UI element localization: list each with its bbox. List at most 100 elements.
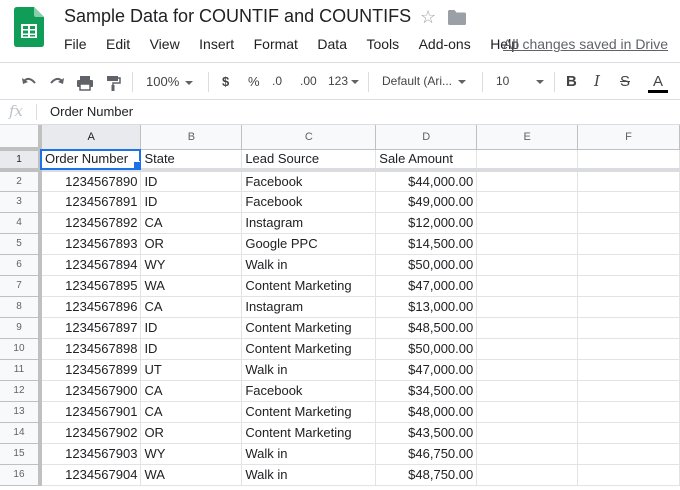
column-header-e[interactable]: E — [476, 125, 579, 150]
row-header[interactable]: 14 — [0, 422, 42, 444]
bold-button[interactable]: B — [566, 73, 577, 90]
row-header[interactable]: 3 — [0, 191, 42, 213]
row-header[interactable]: 7 — [0, 275, 42, 297]
row-header[interactable]: 10 — [0, 338, 42, 360]
state-cell[interactable]: UT — [140, 359, 243, 381]
empty-cell[interactable] — [577, 359, 680, 381]
empty-cell[interactable] — [577, 233, 680, 255]
lead-source-cell[interactable]: Walk in — [241, 443, 377, 465]
redo-icon[interactable] — [48, 63, 66, 100]
currency-button[interactable]: $ — [222, 74, 230, 89]
menu-insert[interactable]: Insert — [199, 36, 235, 52]
empty-cell[interactable] — [577, 443, 680, 465]
header-cell[interactable]: Lead Source — [241, 149, 377, 172]
sale-amount-cell[interactable]: $46,750.00 — [375, 443, 478, 465]
state-cell[interactable]: CA — [140, 212, 243, 234]
order-number-cell[interactable]: 1234567891 — [39, 191, 142, 213]
lead-source-cell[interactable]: Content Marketing — [241, 422, 377, 444]
sheets-logo-icon[interactable] — [14, 7, 44, 47]
lead-source-cell[interactable]: Content Marketing — [241, 338, 377, 360]
spreadsheet-grid[interactable]: A B C D E F 1 Order Number State Lead So… — [0, 125, 680, 490]
empty-cell[interactable] — [577, 401, 680, 423]
sale-amount-cell[interactable]: $43,500.00 — [375, 422, 478, 444]
order-number-cell[interactable]: 1234567893 — [39, 233, 142, 255]
sale-amount-cell[interactable]: $13,000.00 — [375, 296, 478, 318]
row-header[interactable]: 12 — [0, 380, 42, 402]
state-cell[interactable]: ID — [140, 191, 243, 213]
empty-cell[interactable] — [577, 212, 680, 234]
empty-cell[interactable] — [577, 464, 680, 486]
text-color-button[interactable]: A — [648, 63, 668, 100]
menu-view[interactable]: View — [149, 36, 180, 52]
decrease-decimals-button[interactable]: .0 — [272, 74, 283, 88]
column-header-d[interactable]: D — [375, 125, 478, 150]
column-header-c[interactable]: C — [241, 125, 377, 150]
lead-source-cell[interactable]: Instagram — [241, 212, 377, 234]
row-header[interactable]: 9 — [0, 317, 42, 339]
empty-cell[interactable] — [476, 233, 579, 255]
select-all-corner[interactable] — [0, 125, 42, 151]
order-number-cell[interactable]: 1234567890 — [39, 170, 142, 192]
menu-addons[interactable]: Add-ons — [418, 36, 471, 52]
undo-icon[interactable] — [20, 63, 38, 100]
empty-cell[interactable] — [476, 254, 579, 276]
lead-source-cell[interactable]: Walk in — [241, 359, 377, 381]
order-number-cell[interactable]: 1234567894 — [39, 254, 142, 276]
sale-amount-cell[interactable]: $48,000.00 — [375, 401, 478, 423]
empty-cell[interactable] — [577, 275, 680, 297]
star-icon[interactable]: ☆ — [420, 7, 437, 27]
print-icon[interactable] — [76, 63, 94, 100]
empty-cell[interactable] — [476, 359, 579, 381]
order-number-cell[interactable]: 1234567899 — [39, 359, 142, 381]
empty-cell[interactable] — [476, 212, 579, 234]
sale-amount-cell[interactable]: $48,500.00 — [375, 317, 478, 339]
empty-cell[interactable] — [476, 296, 579, 318]
empty-cell[interactable] — [476, 317, 579, 339]
row-header[interactable]: 16 — [0, 464, 42, 486]
header-cell[interactable]: Sale Amount — [375, 149, 478, 172]
folder-icon[interactable] — [448, 10, 466, 25]
empty-cell[interactable] — [476, 149, 579, 172]
lead-source-cell[interactable]: Walk in — [241, 464, 377, 486]
empty-cell[interactable] — [476, 422, 579, 444]
sale-amount-cell[interactable]: $47,000.00 — [375, 359, 478, 381]
column-header-f[interactable]: F — [577, 125, 680, 150]
paint-format-icon[interactable] — [104, 63, 122, 100]
row-header[interactable]: 4 — [0, 212, 42, 234]
sale-amount-cell[interactable]: $34,500.00 — [375, 380, 478, 402]
order-number-cell[interactable]: 1234567900 — [39, 380, 142, 402]
row-header[interactable]: 2 — [0, 170, 42, 192]
lead-source-cell[interactable]: Content Marketing — [241, 317, 377, 339]
font-family-select[interactable]: Default (Ari... — [382, 63, 467, 100]
row-header[interactable]: 13 — [0, 401, 42, 423]
empty-cell[interactable] — [476, 338, 579, 360]
percent-button[interactable]: % — [248, 74, 260, 89]
row-header[interactable]: 8 — [0, 296, 42, 318]
sale-amount-cell[interactable]: $14,500.00 — [375, 233, 478, 255]
state-cell[interactable]: CA — [140, 296, 243, 318]
order-number-cell[interactable]: 1234567896 — [39, 296, 142, 318]
empty-cell[interactable] — [577, 317, 680, 339]
order-number-cell[interactable]: 1234567892 — [39, 212, 142, 234]
empty-cell[interactable] — [476, 380, 579, 402]
lead-source-cell[interactable]: Google PPC — [241, 233, 377, 255]
formula-input[interactable]: Order Number — [50, 104, 134, 119]
italic-button[interactable]: I — [594, 72, 600, 90]
state-cell[interactable]: CA — [140, 380, 243, 402]
menu-file[interactable]: File — [64, 36, 87, 52]
header-cell[interactable]: State — [140, 149, 243, 172]
state-cell[interactable]: ID — [140, 338, 243, 360]
empty-cell[interactable] — [476, 191, 579, 213]
empty-cell[interactable] — [476, 443, 579, 465]
state-cell[interactable]: ID — [140, 170, 243, 192]
empty-cell[interactable] — [476, 464, 579, 486]
order-number-cell[interactable]: 1234567901 — [39, 401, 142, 423]
empty-cell[interactable] — [577, 380, 680, 402]
sale-amount-cell[interactable]: $44,000.00 — [375, 170, 478, 192]
lead-source-cell[interactable]: Facebook — [241, 170, 377, 192]
order-number-cell[interactable]: 1234567902 — [39, 422, 142, 444]
save-status-link[interactable]: All changes saved in Drive — [503, 36, 668, 52]
empty-cell[interactable] — [577, 254, 680, 276]
empty-cell[interactable] — [577, 422, 680, 444]
font-size-select[interactable]: 10 — [496, 63, 548, 100]
